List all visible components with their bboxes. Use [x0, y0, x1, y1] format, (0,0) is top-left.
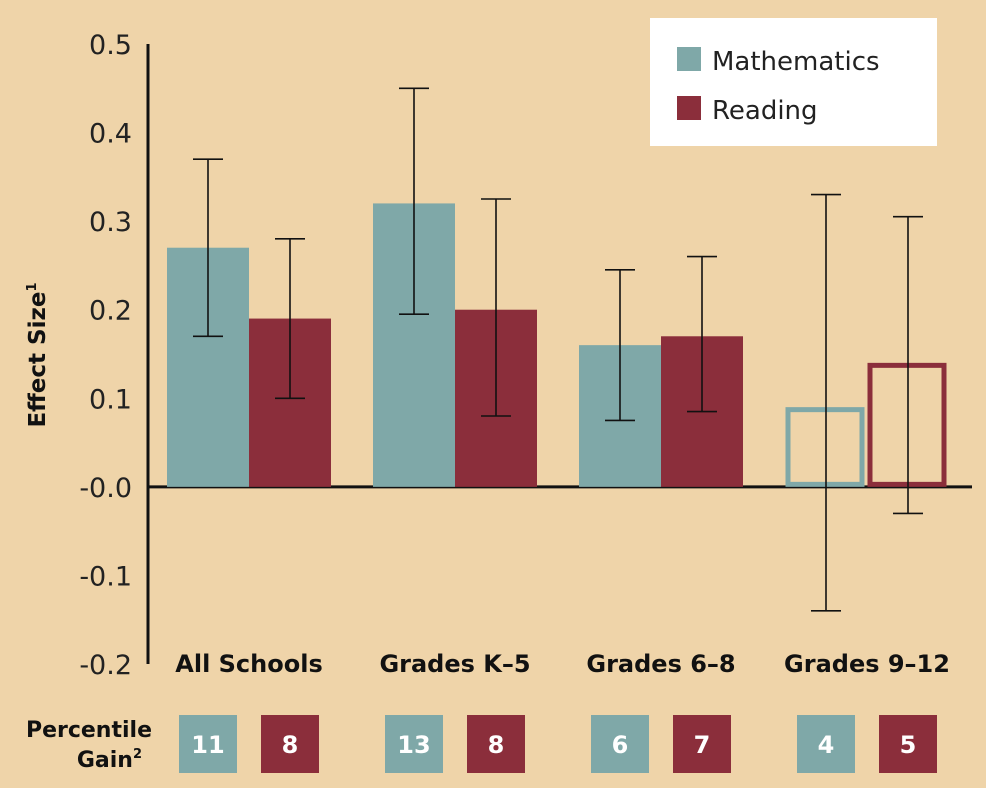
gain-value-mathematics-all-schools: 11	[191, 731, 224, 759]
y-tick-label: 0.1	[89, 384, 132, 415]
gain-value-reading-all-schools: 8	[282, 731, 299, 759]
error-bar-reading-grades-9-12	[893, 215, 923, 515]
gain-value-mathematics-grades-k-5: 13	[397, 731, 430, 759]
y-axis-label: Effect Size1	[25, 282, 51, 427]
error-bar-mathematics-grades-k-5	[399, 87, 429, 315]
y-tick-label: -0.2	[79, 650, 132, 681]
gain-box-mathematics-grades-k-5	[385, 715, 443, 773]
legend-label-mathematics: Mathematics	[712, 47, 880, 77]
y-tick-label: -0.0	[79, 473, 132, 504]
gain-box-reading-all-schools	[261, 715, 319, 773]
percentile-gain-boxes: 11 8 13 8 6 7 4 5	[179, 715, 937, 773]
error-bar-reading-grades-k-5	[481, 198, 511, 417]
gain-value-reading-grades-k-5: 8	[488, 731, 505, 759]
category-label-grades-6-8: Grades 6–8	[586, 650, 735, 678]
category-label-all-schools: All Schools	[175, 650, 322, 678]
error-bar-mathematics-all-schools	[193, 158, 223, 338]
gain-box-reading-grades-9-12	[879, 715, 937, 773]
category-label-grades-9-12: Grades 9–12	[784, 650, 950, 678]
y-tick-label: 0.4	[89, 119, 132, 150]
percentile-gain-label: Percentile Gain2	[26, 718, 152, 773]
legend: Mathematics Reading	[650, 18, 937, 146]
gain-box-mathematics-all-schools	[179, 715, 237, 773]
error-bar-mathematics-grades-9-12	[811, 193, 841, 612]
gain-value-reading-grades-6-8: 7	[694, 731, 711, 759]
y-tick-labels: 0.5 0.4 0.3 0.2 0.1 -0.0 -0.1 -0.2	[79, 30, 132, 681]
legend-label-reading: Reading	[712, 96, 818, 126]
gain-box-mathematics-grades-9-12	[797, 715, 855, 773]
gain-box-mathematics-grades-6-8	[591, 715, 649, 773]
percentile-gain-label-line1: Percentile	[26, 718, 152, 743]
category-label-grades-k-5: Grades K–5	[379, 650, 530, 678]
y-tick-label: 0.5	[89, 30, 132, 61]
gain-box-reading-grades-k-5	[467, 715, 525, 773]
error-bar-reading-grades-6-8	[687, 255, 717, 413]
gain-value-mathematics-grades-6-8: 6	[612, 731, 629, 759]
error-bars	[193, 87, 923, 612]
bar-mathematics-grades-9-12	[785, 407, 865, 487]
error-bar-reading-all-schools	[275, 238, 305, 400]
y-tick-label: 0.2	[89, 296, 132, 327]
y-tick-label: 0.3	[89, 207, 132, 238]
category-labels: All Schools Grades K–5 Grades 6–8 Grades 9–…	[175, 650, 950, 678]
bar-reading-grades-9-12	[867, 362, 947, 487]
error-bar-mathematics-grades-6-8	[605, 269, 635, 422]
legend-swatch-mathematics	[677, 47, 701, 71]
legend-box	[650, 18, 937, 146]
percentile-gain-label-line2: Gain2	[77, 747, 142, 773]
y-tick-label: -0.1	[79, 561, 132, 592]
gain-value-reading-grades-9-12: 5	[900, 731, 917, 759]
gain-value-mathematics-grades-9-12: 4	[818, 731, 835, 759]
bars	[167, 203, 947, 487]
gain-box-reading-grades-6-8	[673, 715, 731, 773]
legend-swatch-reading	[677, 96, 701, 120]
